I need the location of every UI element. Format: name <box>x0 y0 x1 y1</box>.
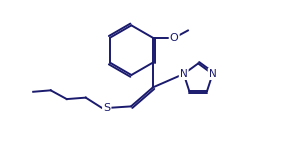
Text: O: O <box>170 33 179 43</box>
Text: N: N <box>209 69 216 79</box>
Text: S: S <box>103 103 110 113</box>
Text: N: N <box>180 69 187 79</box>
